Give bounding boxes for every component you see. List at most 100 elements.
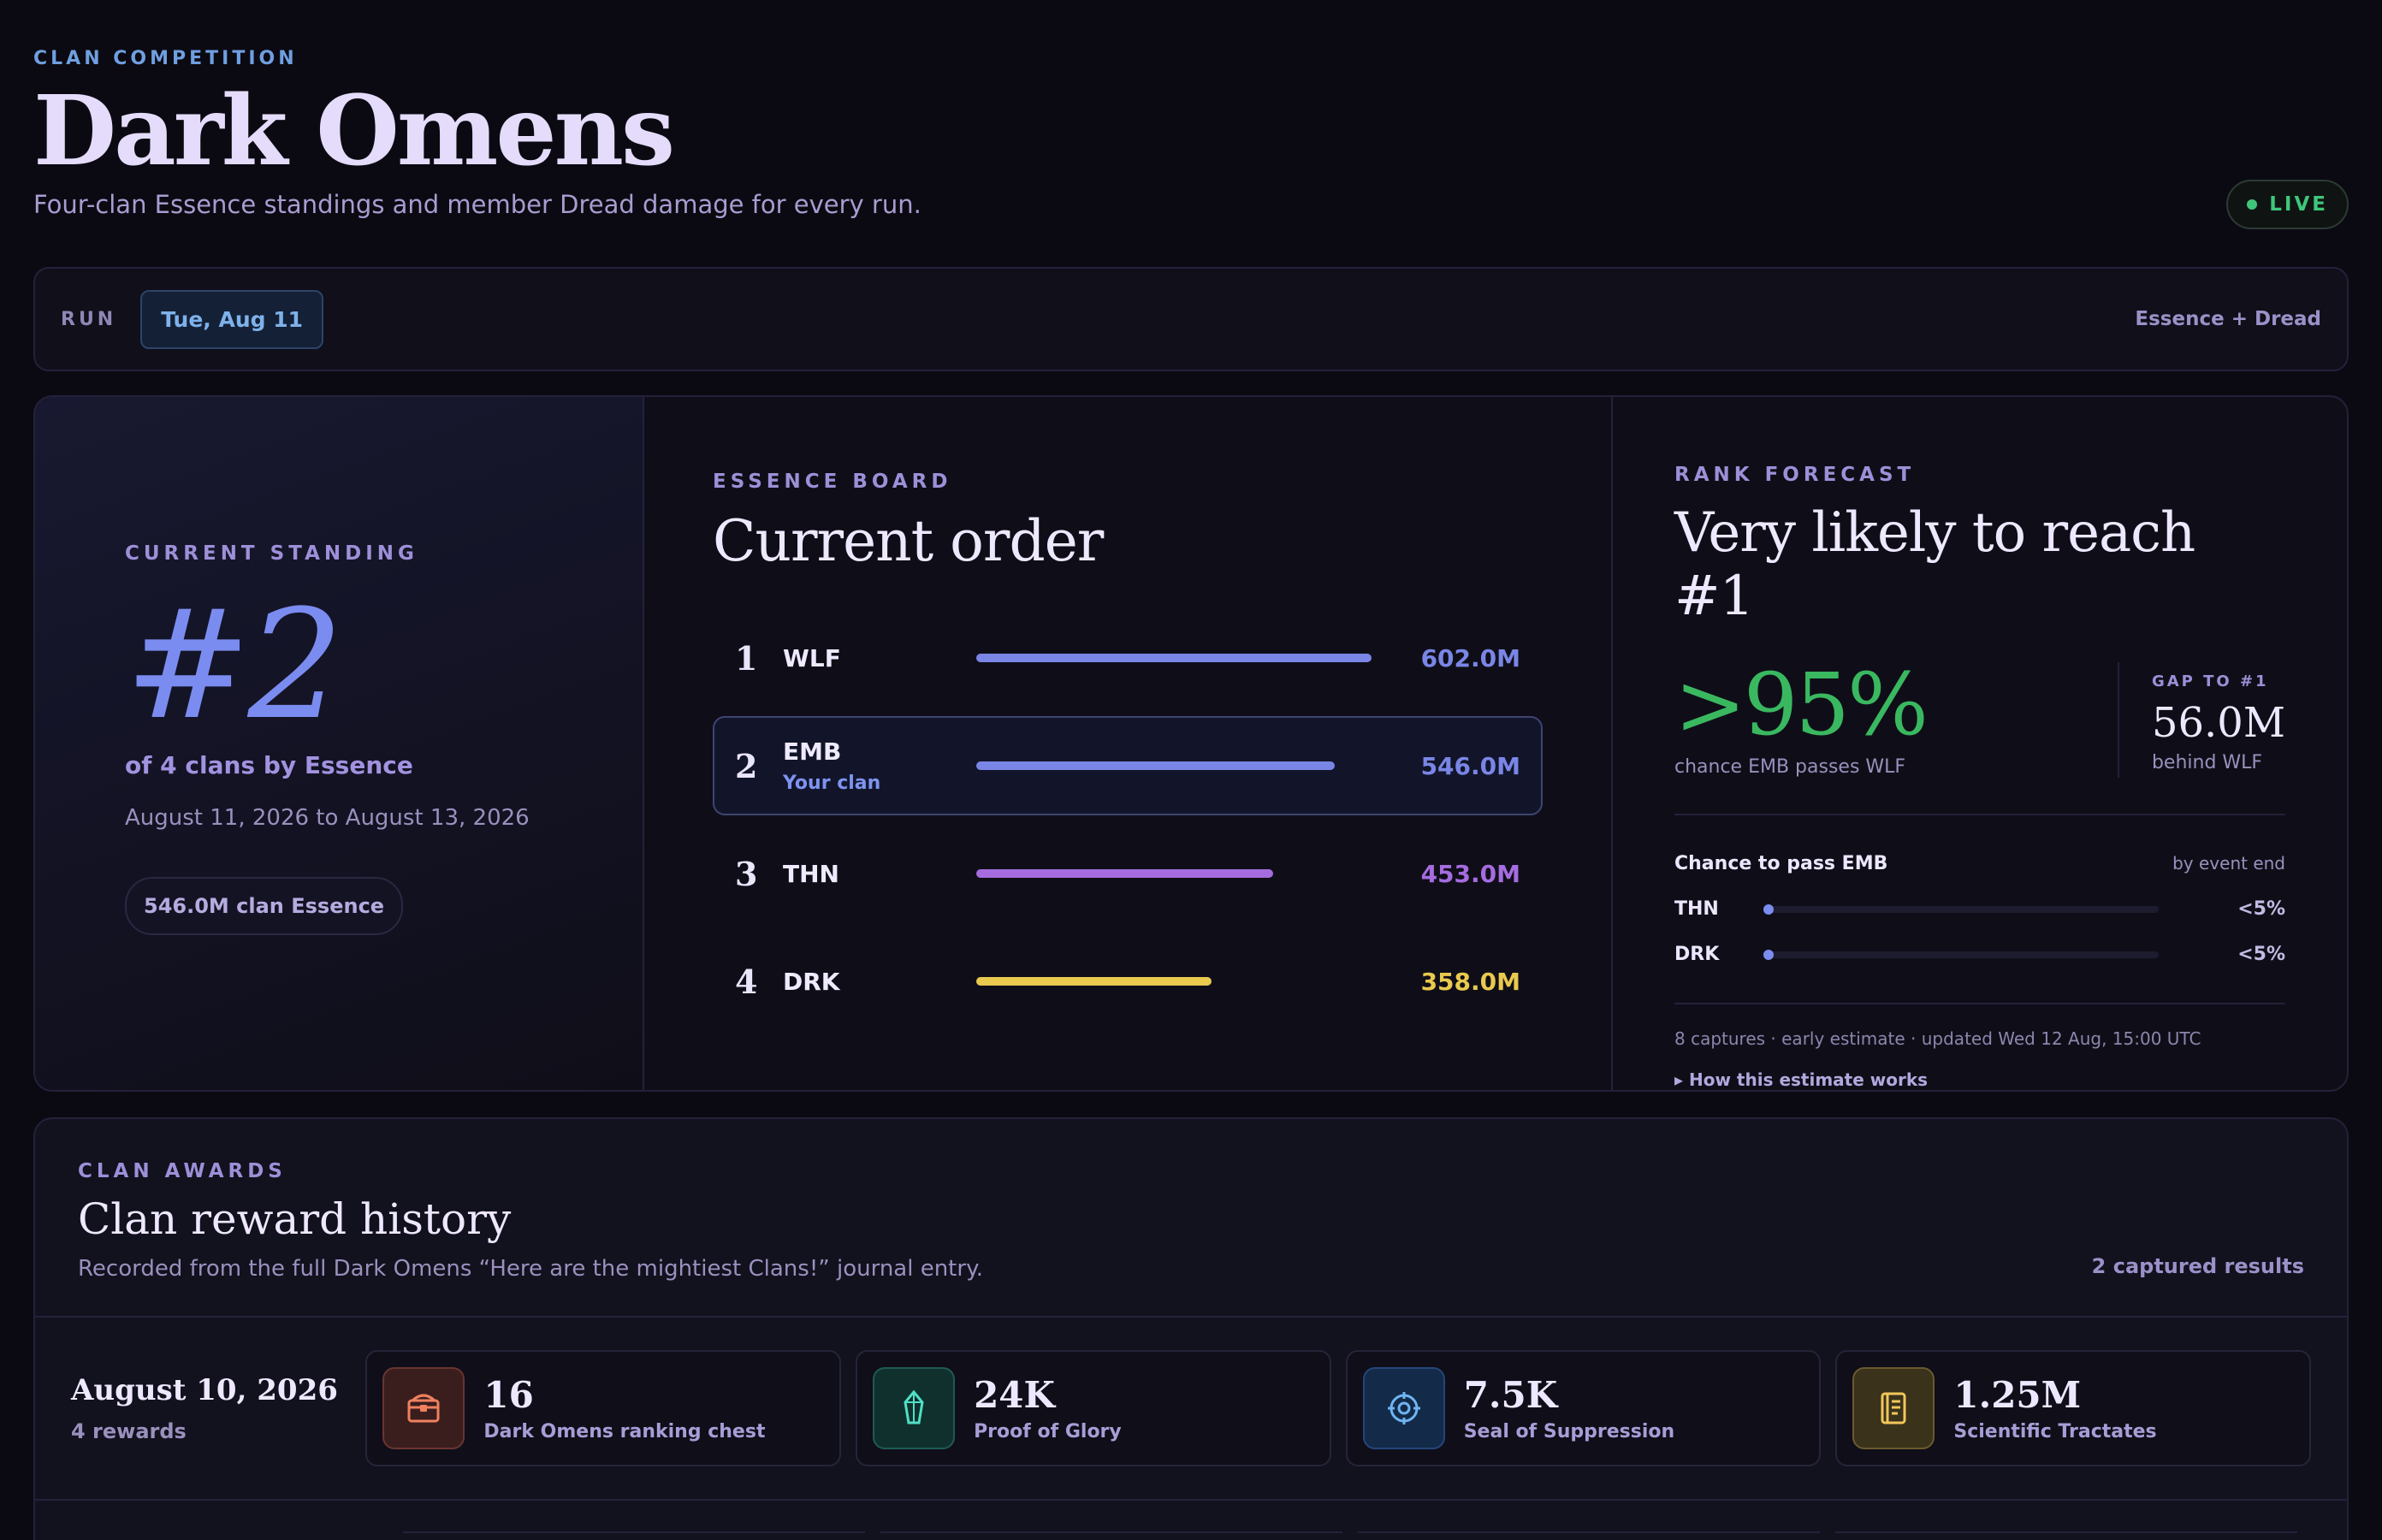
live-badge: LIVE <box>2226 180 2349 229</box>
board-rank: 1 <box>735 638 758 678</box>
chance-rows: THN <5% DRK <5% <box>1674 898 2285 965</box>
your-clan-tag: Your clan <box>783 773 881 795</box>
board-value: 602.0M <box>1420 643 1520 672</box>
reward-label: Dark Omens ranking chest <box>483 1421 766 1443</box>
chance-clan: THN <box>1674 898 1719 921</box>
glory-crystal-icon <box>873 1367 956 1450</box>
page-subtitle: Four-clan Essence standings and member D… <box>33 190 921 220</box>
board-clan: EMB Your clan <box>783 737 976 794</box>
essence-bar <box>976 761 1336 771</box>
essence-bar <box>976 654 1372 663</box>
reward-amount: 24K <box>974 1374 1056 1417</box>
gap-subtitle: behind WLF <box>2151 752 2263 774</box>
book-icon <box>1852 1367 1935 1450</box>
award-date-block: August 10, 2026 4 rewards <box>71 1373 365 1443</box>
forecast-title: Very likely to reach #1 <box>1674 501 2195 629</box>
reward-amount: 16 <box>483 1374 534 1417</box>
pass-probability-label: chance EMB passes WLF <box>1674 756 1906 779</box>
chance-dot-icon <box>1763 949 1774 960</box>
forecast-meta: 8 captures · early estimate · updated We… <box>1674 1003 2285 1049</box>
run-date-selector[interactable]: Tue, Aug 11 <box>140 289 324 349</box>
board-rank: 2 <box>735 746 758 785</box>
board-value: 546.0M <box>1420 751 1520 780</box>
chest-icon <box>382 1367 465 1450</box>
clan-essence-pill: 546.0M clan Essence <box>125 877 404 936</box>
award-date: August 10, 2026 <box>71 1373 338 1408</box>
board-row[interactable]: 2 EMB Your clan 546.0M <box>713 716 1543 816</box>
live-label: LIVE <box>2269 193 2328 216</box>
clan-awards: CLAN AWARDS Clan reward history Recorded… <box>33 1117 2349 1540</box>
awards-title: Clan reward history <box>78 1194 512 1245</box>
board-clan-code: WLF <box>783 643 841 672</box>
reward-label: Proof of Glory <box>974 1421 1122 1443</box>
essence-bar-track <box>976 977 1372 986</box>
rank-forecast: RANK FORECAST Very likely to reach #1 >9… <box>1613 397 2347 1090</box>
run-label: RUN <box>61 308 117 330</box>
seal-icon <box>1362 1367 1445 1450</box>
chance-value: <5% <box>2237 898 2285 921</box>
rank-subtitle: of 4 clans by Essence <box>125 751 413 780</box>
essence-board: ESSENCE BOARD Current order 1 WLF 602.0M 2 E… <box>644 397 1613 1091</box>
reward-card: 1.25M Scientific Tractates <box>1835 1350 2311 1467</box>
essence-bar <box>976 977 1212 986</box>
overview-panel: CURRENT STANDING #2 of 4 clans by Essenc… <box>33 395 2349 1093</box>
board-rank: 4 <box>735 962 758 1001</box>
chance-row: DRK <5% <box>1674 944 2285 965</box>
chance-value: <5% <box>2237 944 2285 966</box>
chance-row: THN <5% <box>1674 898 2285 920</box>
board-clan: WLF <box>783 644 976 672</box>
chance-title: Chance to pass EMB <box>1674 853 1888 875</box>
board-clan: DRK <box>783 968 976 996</box>
next-award-row <box>35 1501 2347 1535</box>
award-reward-count: 4 rewards <box>71 1419 187 1444</box>
reward-amount: 7.5K <box>1463 1374 1558 1417</box>
run-mode: Essence + Dread <box>2135 308 2321 331</box>
chance-track <box>1763 949 2159 960</box>
reward-label: Seal of Suppression <box>1463 1421 1675 1443</box>
board-clan-code: THN <box>783 859 839 888</box>
board-clan-code: EMB <box>783 737 842 767</box>
pass-probability: >95% <box>1674 654 1929 755</box>
event-dates: August 11, 2026 to August 13, 2026 <box>125 805 530 832</box>
chance-track <box>1763 903 2159 915</box>
board-rank: 3 <box>735 854 758 893</box>
chance-dot-icon <box>1763 903 1774 915</box>
essence-bar-track <box>976 654 1372 663</box>
header-eyebrow: CLAN COMPETITION <box>33 48 298 69</box>
gap-value: 56.0M <box>2151 699 2285 748</box>
chance-clan: DRK <box>1674 944 1720 966</box>
award-rows: August 10, 2026 4 rewards 16 Dark Omens ran… <box>35 1318 2347 1502</box>
chance-note: by event end <box>2172 853 2285 874</box>
board-row[interactable]: 1 WLF 602.0M <box>713 608 1543 708</box>
award-entry: August 10, 2026 4 rewards 16 Dark Omens ran… <box>35 1318 2347 1502</box>
forecast-stats: >95% chance EMB passes WLF GAP TO #1 56.… <box>1674 654 2285 816</box>
board-row[interactable]: 4 DRK 358.0M <box>713 932 1543 1031</box>
reward-card: 24K Proof of Glory <box>856 1350 1331 1467</box>
reward-amount: 1.25M <box>1953 1374 2082 1417</box>
awards-subtitle: Recorded from the full Dark Omens “Here … <box>78 1256 984 1282</box>
reward-card: 16 Dark Omens ranking chest <box>365 1350 842 1467</box>
gap-label: GAP TO #1 <box>2151 672 2269 691</box>
board-value: 453.0M <box>1420 859 1520 888</box>
awards-count: 2 captured results <box>2091 1254 2304 1279</box>
board-clan: THN <box>783 860 976 888</box>
board-value: 358.0M <box>1420 967 1520 996</box>
live-dot-icon <box>2247 199 2258 210</box>
chance-header: Chance to pass EMB by event end <box>1674 853 2285 874</box>
awards-header: CLAN AWARDS Clan reward history Recorded… <box>35 1119 2347 1318</box>
how-estimate-works-toggle[interactable]: ▸ How this estimate works <box>1674 1069 1929 1091</box>
board-row[interactable]: 3 THN 453.0M <box>713 824 1543 923</box>
standing-eyebrow: CURRENT STANDING <box>125 542 418 566</box>
board-rows: 1 WLF 602.0M 2 EMB Your clan 546.0M 3 THN 453.0M 4… <box>713 608 1543 1031</box>
board-clan-code: DRK <box>783 967 840 996</box>
run-bar: RUN Tue, Aug 11 Essence + Dread <box>33 267 2349 372</box>
essence-bar <box>976 869 1274 879</box>
board-title: Current order <box>713 508 1104 575</box>
standing-column: CURRENT STANDING #2 of 4 clans by Essenc… <box>35 397 644 1091</box>
awards-eyebrow: CLAN AWARDS <box>78 1160 287 1183</box>
essence-bar-track <box>976 869 1372 879</box>
current-rank: #2 <box>125 578 343 754</box>
forecast-eyebrow: RANK FORECAST <box>1674 464 1916 487</box>
header: CLAN COMPETITION Dark Omens Four-clan Es… <box>33 48 2349 219</box>
page-title: Dark Omens <box>33 75 675 187</box>
